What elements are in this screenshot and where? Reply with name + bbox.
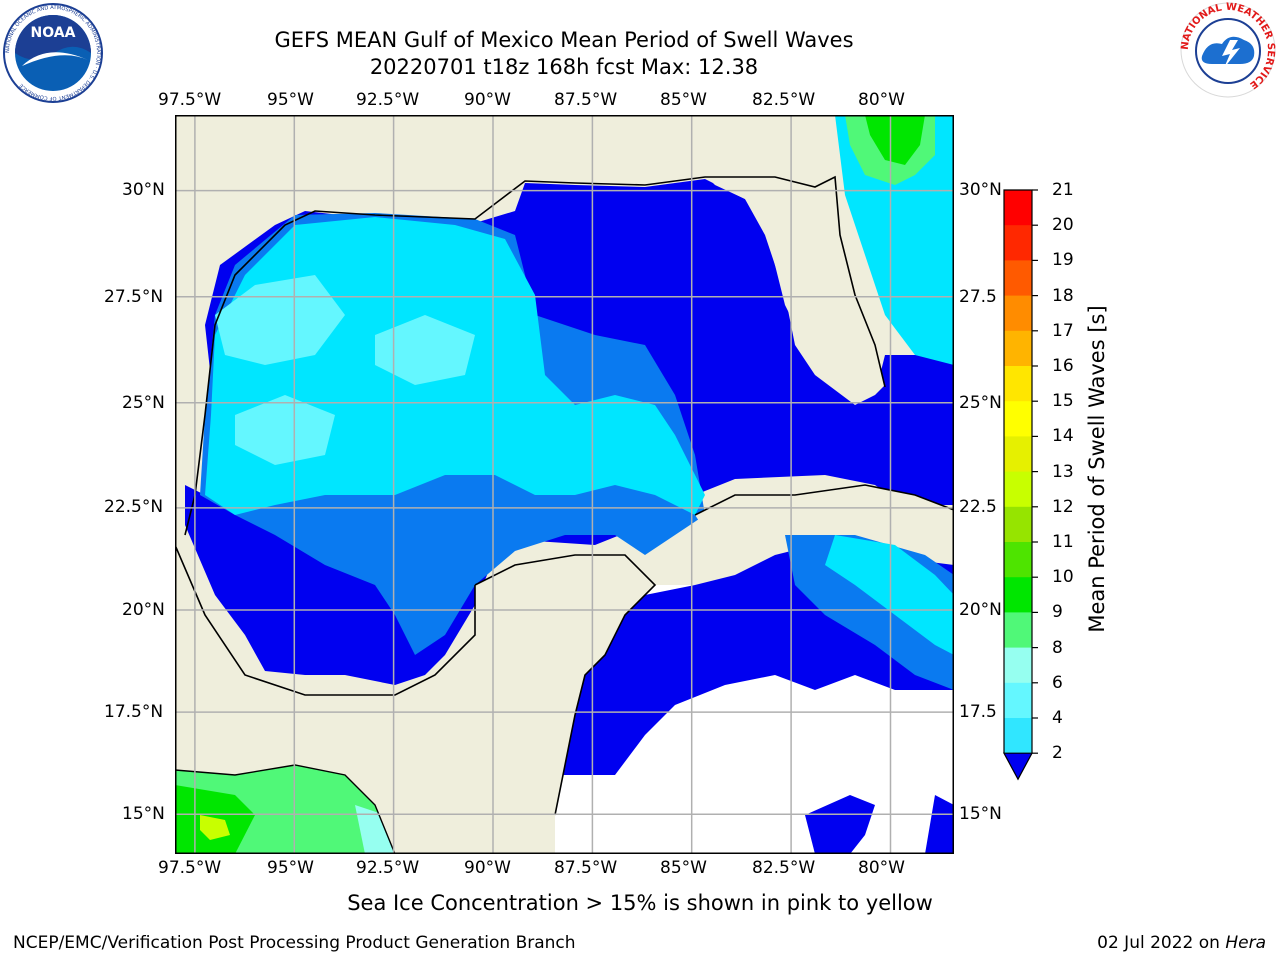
colorbar-svg: [1002, 189, 1038, 781]
colorbar-tick-label: 6: [1052, 672, 1063, 693]
colorbar-segment: [1004, 682, 1032, 719]
lat-tick-left: 17.5°N: [104, 702, 164, 722]
lat-tick-left: 15°N: [122, 804, 165, 824]
colorbar-segment: [1004, 612, 1032, 649]
colorbar-segment: [1004, 506, 1032, 543]
lon-tick-bottom: 95°W: [267, 858, 314, 878]
lon-tick-bottom: 80°W: [858, 858, 905, 878]
lat-tick-right: 22.5: [959, 497, 997, 517]
colorbar-segment: [1004, 471, 1032, 508]
chart-subtitle: 20220701 t18z 168h fcst Max: 12.38: [369, 55, 759, 79]
map-frame: [175, 115, 954, 854]
colorbar-segment: [1004, 225, 1032, 261]
coastline: [174, 175, 955, 816]
colorbar-segment: [1004, 330, 1032, 367]
colorbar-segment: [1004, 718, 1032, 754]
lat-tick-right: 27.5: [959, 287, 997, 307]
colorbar-segment: [1004, 542, 1032, 578]
colorbar-segment: [1004, 577, 1032, 613]
colorbar-tick-label: 13: [1052, 461, 1074, 482]
lon-tick-top: 95°W: [267, 90, 314, 110]
map-svg: [174, 115, 955, 855]
sea-ice-note: Sea Ice Concentration > 15% is shown in …: [347, 891, 933, 915]
yucatan-land: [465, 555, 655, 854]
colorbar-segment: [1004, 260, 1032, 297]
colorbar-tick-label: 12: [1052, 496, 1074, 517]
colorbar-label: Mean Period of Swell Waves [s]: [1085, 305, 1109, 633]
footer-date-text: 02 Jul 2022 on: [1097, 933, 1226, 953]
colorbar-extend-arrow: [1002, 752, 1034, 781]
lat-tick-right: 20°N: [959, 600, 1002, 620]
lat-tick-left: 22.5°N: [104, 497, 164, 517]
lat-tick-left: 20°N: [122, 600, 165, 620]
colorbar-segment: [1004, 366, 1032, 402]
mexico-land: [175, 545, 475, 854]
lon-tick-bottom: 92.5°W: [356, 858, 420, 878]
colorbar-tick-label: 16: [1052, 356, 1074, 376]
gridlines: [175, 115, 954, 854]
colorbar-tick-label: 8: [1052, 637, 1063, 658]
lon-tick-top: 90°W: [464, 90, 511, 110]
colorbar-segment: [1004, 401, 1032, 437]
lat-tick-right: 30°N: [959, 180, 1002, 200]
colorbar-segment: [1004, 647, 1032, 684]
colorbar-tick-label: 17: [1052, 320, 1074, 341]
nws-logo: NATIONAL WEATHER SERVICE: [1178, 0, 1278, 100]
colorbar-segment: [1004, 436, 1032, 473]
lat-tick-left: 30°N: [122, 180, 165, 200]
lon-tick-bottom: 82.5°W: [752, 858, 816, 878]
colorbar-tick-label: 10: [1052, 567, 1074, 588]
colorbar-tick-label: 2: [1052, 743, 1063, 764]
footer-branch: NCEP/EMC/Verification Post Processing Pr…: [13, 933, 576, 953]
lat-tick-left: 27.5°N: [104, 287, 164, 307]
lon-tick-bottom: 87.5°W: [554, 858, 618, 878]
colorbar-tick-label: 14: [1052, 426, 1074, 447]
colorbar-tick-label: 9: [1052, 602, 1063, 623]
footer-date: 02 Jul 2022 on Hera: [1097, 933, 1266, 953]
lon-tick-top: 85°W: [660, 90, 707, 110]
colorbar-tick-label: 18: [1052, 285, 1074, 306]
colorbar-ticks: 21 20 19 18 17 16 15 14 13 12 11 10 9 8 6 4 2: [1052, 180, 1092, 786]
colorbar-tick-label: 15: [1052, 391, 1074, 412]
lon-tick-top: 97.5°W: [158, 90, 222, 110]
noaa-logo: NOAA NATIONAL OCEANIC AND ATMOSPHERIC AD…: [2, 2, 104, 104]
lon-tick-bottom: 97.5°W: [158, 858, 222, 878]
cuba-land: [695, 485, 954, 545]
colorbar-tick-label: 19: [1052, 250, 1074, 271]
colorbar-tick-label: 4: [1052, 708, 1063, 728]
lat-tick-right: 25°N: [959, 393, 1002, 413]
lat-tick-right: 17.5: [959, 702, 997, 722]
footer-machine: Hera: [1225, 933, 1266, 953]
colorbar-segment: [1004, 295, 1032, 332]
lat-tick-left: 25°N: [122, 393, 165, 413]
lon-tick-bottom: 90°W: [464, 858, 511, 878]
lon-tick-top: 87.5°W: [554, 90, 618, 110]
noaa-logo-text: NOAA: [31, 25, 76, 41]
lon-tick-top: 92.5°W: [356, 90, 420, 110]
chart-title: GEFS MEAN Gulf of Mexico Mean Period of …: [274, 28, 854, 52]
lon-tick-top: 82.5°W: [752, 90, 816, 110]
lat-tick-right: 15°N: [959, 804, 1002, 824]
colorbar: [1000, 186, 1060, 786]
map-area: [174, 115, 955, 855]
colorbar-tick-label: 20: [1052, 215, 1074, 236]
colorbar-segment: [1004, 190, 1032, 226]
florida-land: [705, 175, 885, 395]
lon-tick-top: 80°W: [858, 90, 905, 110]
lon-tick-bottom: 85°W: [660, 858, 707, 878]
colorbar-tick-label: 21: [1052, 180, 1074, 200]
colorbar-tick-label: 11: [1052, 532, 1074, 552]
